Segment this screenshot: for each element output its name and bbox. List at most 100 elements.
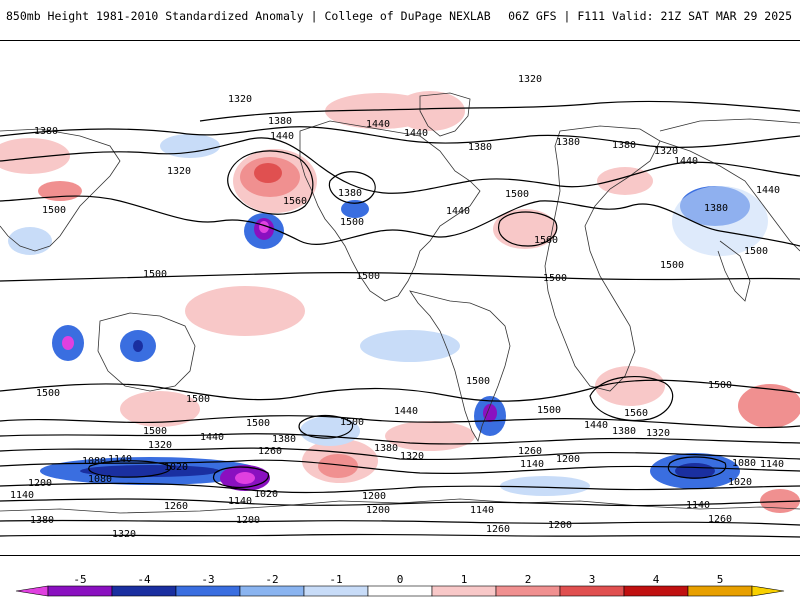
colorbar-tick-minus-4: -4: [137, 573, 151, 586]
contour-label-1500-asia: 1500: [660, 260, 684, 271]
coastline-north-america: [299, 120, 481, 302]
contour-label-1500-rockies: 1500: [340, 217, 364, 228]
contour-1380-south: [0, 433, 800, 445]
contour-1320-south: [0, 447, 800, 461]
positive-anomaly-central-pacific: [185, 286, 305, 336]
colorbar-segment: [303, 585, 369, 597]
negative-anomaly-alaska: [160, 134, 220, 158]
colorbar-segment: [111, 585, 177, 597]
colorbar-tick-minus-1: -1: [329, 573, 342, 586]
coastline-antarctica: [0, 498, 800, 514]
colorbar-cap-low: [15, 585, 49, 597]
negative-anomaly-south-pacific: [360, 330, 460, 362]
negative-anomaly-southern-ocean-west-core: [80, 465, 220, 477]
contour-label-1440-us: 1440: [446, 206, 470, 217]
positive-anomaly-south-east-edge: [760, 489, 800, 513]
map-title: 850mb Height 1981-2010 Standardized Anom…: [6, 9, 491, 23]
contour-label-1320-pacific-ridge: 1320: [167, 166, 191, 177]
contour-1440-north: [0, 137, 800, 194]
contour-label-1440-south-pacific: 1440: [394, 406, 418, 417]
colorbar-segment: [495, 585, 561, 597]
map-canvas: 1320 1320 1380 1380 1440 1440 1440 1380 …: [0, 74, 800, 540]
contour-label-1080-west-2: 1080: [88, 474, 112, 485]
contour-label-1500-south-atlantic: 1500: [186, 394, 210, 405]
positive-anomaly-west-pacific: [0, 138, 70, 174]
contour-label-1560-pacific: 1560: [283, 196, 307, 207]
contour-label-1500-south-pacific: 1500: [340, 417, 364, 428]
contour-label-1260-south-pacific: 1260: [258, 446, 282, 457]
contour-label-1500-far-west: 1500: [42, 205, 66, 216]
coastline-greenland: [419, 92, 471, 137]
colorbar-segment: [431, 585, 497, 597]
contour-label-1260-southeast: 1260: [708, 514, 732, 525]
coastline-south-america: [409, 290, 511, 443]
contour-label-1080-west: 1080: [82, 456, 106, 467]
contour-label-1020-west: 1020: [164, 462, 188, 473]
contour-label-1380-siberia: 1380: [704, 203, 728, 214]
colorbar-segment: [239, 585, 305, 597]
colorbar-segment: [367, 585, 433, 597]
contour-label-1380-europe: 1380: [612, 140, 636, 151]
positive-anomaly-southwest: [120, 391, 200, 427]
contour-label-1140-west: 1140: [108, 454, 132, 465]
colorbar-tick-minus-5: -5: [73, 573, 86, 586]
contour-label-1020-central: 1020: [254, 489, 278, 500]
contour-label-1440-russia: 1440: [674, 156, 698, 167]
contour-label-1500-indian-ocean: 1500: [708, 380, 732, 391]
contour-label-1200-south-pacific-2: 1200: [366, 505, 390, 516]
contour-label-1200-antarctic-2: 1200: [548, 520, 572, 531]
contour-label-1500-tasman: 1500: [143, 426, 167, 437]
contour-1380-north: [0, 126, 800, 148]
contour-label-1200-weddell: 1200: [556, 454, 580, 465]
contour-label-1140-antarctic: 1140: [470, 505, 494, 516]
contour-label-1380-south-pacific: 1380: [272, 434, 296, 445]
contour-label-1440-central-asia: 1440: [756, 185, 780, 196]
contour-label-1200-antarctic: 1200: [236, 515, 260, 526]
colorbar-ticks: -5 -4 -3 -2 -1 0 1 2 3 4 5: [73, 573, 723, 586]
positive-anomaly-north-pacific-center: [254, 163, 282, 183]
contour-1080-east-closed: [667, 456, 727, 479]
contour-label-1500-central-pacific: 1500: [356, 271, 380, 282]
contour-1560-atlantic: [498, 211, 558, 247]
contour-1320-north: [199, 100, 800, 122]
colorbar-segment: [175, 585, 241, 597]
contour-label-1140-east-2: 1140: [686, 500, 710, 511]
contour-1560-south-atlantic: [589, 376, 674, 422]
colorbar: -5 -4 -3 -2 -1 0 1 2 3 4 5: [15, 573, 785, 597]
colorbar-segment: [47, 585, 113, 597]
coastline-europe-africa: [544, 125, 661, 392]
positive-anomaly-greenland: [395, 91, 465, 131]
colorbar-tick-4: 4: [653, 573, 660, 586]
contour-label-1380-west: 1380: [34, 126, 58, 137]
colorbar-tick-0: 0: [397, 573, 404, 586]
contour-label-1500-south-indian: 1500: [36, 388, 60, 399]
contour-label-1140-weddell: 1140: [520, 459, 544, 470]
contour-label-1380-rockies: 1380: [338, 188, 362, 199]
contour-1500-south: [0, 379, 800, 402]
colorbar-tick-minus-2: -2: [265, 573, 278, 586]
contour-label-1320-south-atlantic: 1320: [646, 428, 670, 439]
contour-1560-north-pacific: [227, 150, 314, 215]
colorbar-tick-3: 3: [589, 573, 596, 586]
contour-label-1440-alaska: 1440: [270, 131, 294, 142]
positive-anomaly-south-pacific-core: [318, 454, 358, 478]
negative-anomaly-southern-ocean-low-center: [235, 472, 255, 484]
contour-label-1320-north-pacific: 1320: [228, 94, 252, 105]
contour-1020-west-closed: [212, 466, 269, 488]
coastline-asia: [0, 118, 800, 252]
coastlines: [0, 92, 800, 514]
contour-label-1140-south-pacific: 1140: [228, 496, 252, 507]
negative-anomaly-asia: [8, 227, 52, 255]
contour-label-1560-south-atlantic: 1560: [624, 408, 648, 419]
contour-label-1320-bottom: 1320: [112, 529, 136, 540]
contour-label-1560-atlantic: 1560: [534, 235, 558, 246]
contour-label-1440-canada: 1440: [366, 119, 390, 130]
colorbar-tick-5: 5: [717, 573, 724, 586]
colorbar-segments: [15, 585, 785, 597]
contour-label-1080-east: 1080: [732, 458, 756, 469]
negative-anomaly-chile-core: [483, 404, 497, 422]
contour-1380-rockies-closed: [328, 171, 376, 204]
contour-label-1500-south-west: 1500: [246, 418, 270, 429]
contour-label-1440-south-atlantic: 1440: [584, 420, 608, 431]
contour-1200-south: [0, 482, 800, 494]
